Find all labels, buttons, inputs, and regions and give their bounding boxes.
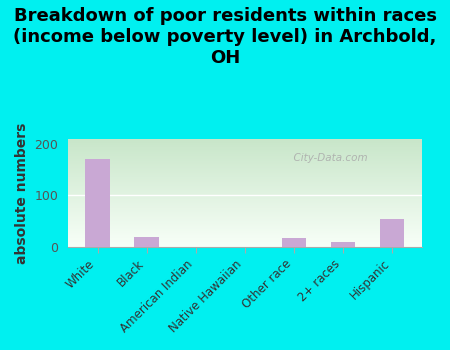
Y-axis label: absolute numbers: absolute numbers [15, 122, 29, 264]
Text: Breakdown of poor residents within races
(income below poverty level) in Archbol: Breakdown of poor residents within races… [14, 7, 436, 66]
Bar [135, 237, 159, 247]
Bar [282, 238, 306, 247]
Bar [380, 219, 404, 247]
Bar [331, 242, 355, 247]
Bar [86, 159, 110, 247]
Text: City-Data.com: City-Data.com [287, 153, 368, 163]
